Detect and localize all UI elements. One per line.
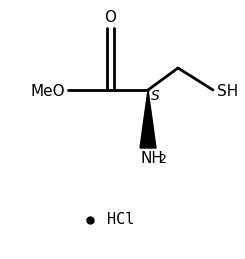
Text: O: O xyxy=(104,10,116,25)
Text: 2: 2 xyxy=(158,153,166,166)
Text: SH: SH xyxy=(217,83,238,98)
Text: HCl: HCl xyxy=(107,212,134,227)
Text: S: S xyxy=(151,89,160,103)
Polygon shape xyxy=(140,90,156,148)
Text: MeO: MeO xyxy=(30,83,65,98)
Text: NH: NH xyxy=(140,151,163,166)
